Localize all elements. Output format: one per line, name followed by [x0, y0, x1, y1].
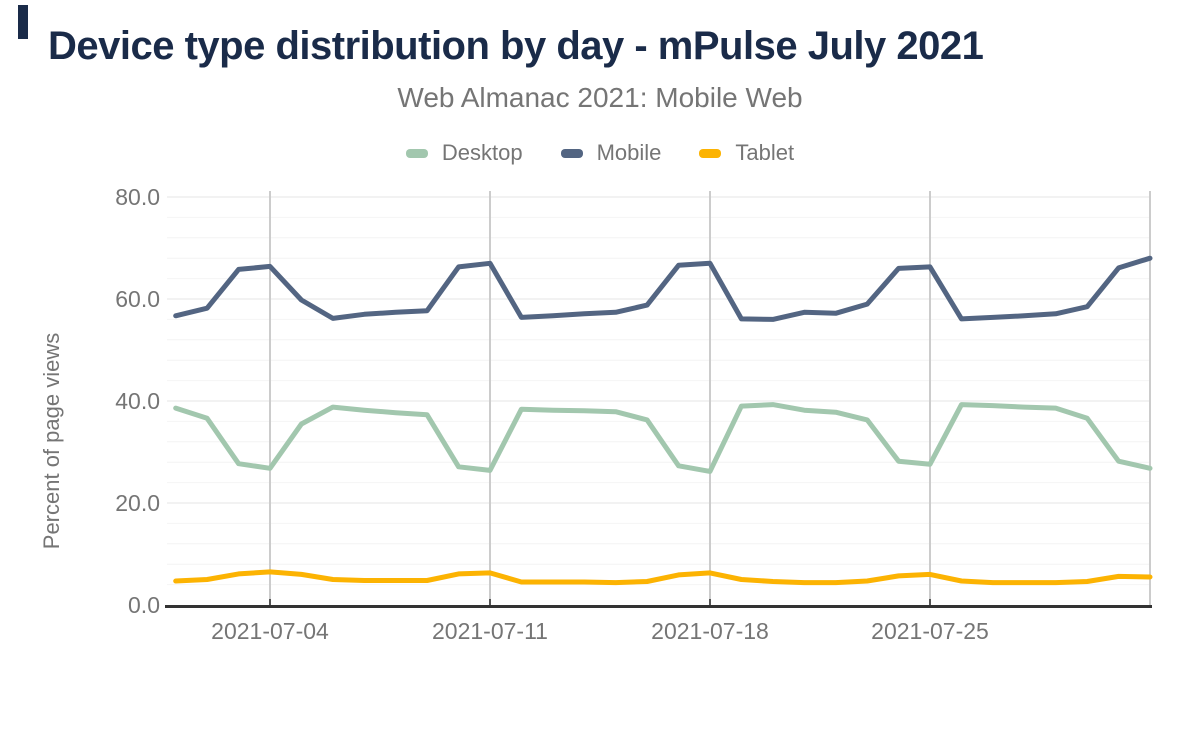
legend-swatch-desktop — [405, 148, 428, 158]
legend-label-tablet: Tablet — [735, 140, 795, 165]
y-tick-label: 80.0 — [115, 184, 160, 210]
y-tick-label: 60.0 — [115, 286, 160, 312]
legend-label-mobile: Mobile — [596, 140, 662, 165]
y-tick-label: 20.0 — [115, 490, 160, 516]
y-tick-label: 0.0 — [128, 592, 160, 618]
x-tick-label: 2021-07-18 — [651, 618, 769, 644]
legend-label-desktop: Desktop — [441, 140, 523, 165]
y-tick-label: 40.0 — [115, 388, 160, 414]
x-tick-label: 2021-07-25 — [871, 618, 989, 644]
legend-item-desktop: Desktop — [405, 140, 523, 166]
legend-swatch-mobile — [560, 148, 583, 158]
x-tick-label: 2021-07-11 — [432, 618, 548, 644]
legend-item-tablet: Tablet — [699, 140, 794, 166]
legend-item-mobile: Mobile — [560, 140, 662, 166]
legend: Desktop Mobile Tablet — [0, 140, 1200, 166]
x-tick-label: 2021-07-04 — [211, 618, 329, 644]
chart-subtitle: Web Almanac 2021: Mobile Web — [397, 82, 803, 113]
corner-accent-bar — [18, 5, 28, 39]
legend-swatch-tablet — [699, 148, 722, 158]
chart-title: Device type distribution by day - mPulse… — [48, 24, 984, 68]
